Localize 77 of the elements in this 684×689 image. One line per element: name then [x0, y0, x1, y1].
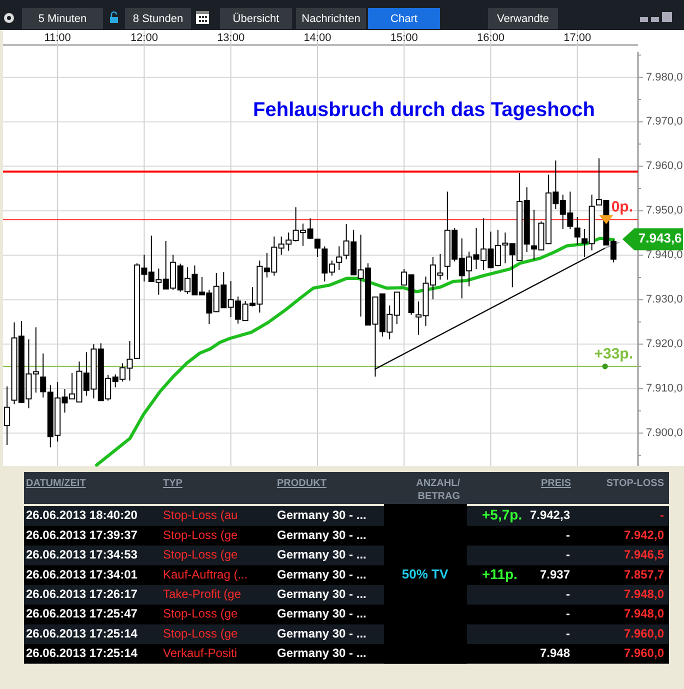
- text: 7.960,0: [624, 646, 664, 660]
- text: 7.948,0: [624, 606, 664, 621]
- x-tick-label: 13:00: [217, 32, 245, 44]
- text: Übersicht: [232, 12, 280, 25]
- y-tick-label: 7.960,0: [646, 160, 683, 172]
- text: Chart: [390, 13, 418, 25]
- ref-line-label: 0p.: [611, 198, 633, 216]
- text: 7.857,7: [624, 567, 664, 582]
- text: 8 Stunden: [132, 13, 184, 25]
- text: Fehlausbruch durch das Tageshoch: [253, 99, 595, 121]
- text: TYP: [163, 478, 183, 489]
- text: Germany 30 - ...: [277, 548, 366, 562]
- text: PRODUKT: [277, 478, 326, 489]
- text: Germany 30 - ...: [277, 567, 366, 582]
- y-tick-label: 7.970,0: [646, 116, 683, 128]
- category-label: Stop-Loss (ge: [163, 528, 238, 542]
- category-label: Stop-Loss (ge: [163, 548, 238, 562]
- category-label: 26.06.2013 17:39:37: [26, 528, 138, 542]
- category-label: 26.06.2013 17:26:17: [26, 586, 138, 601]
- x-tick-label: 12:00: [130, 32, 158, 44]
- text: STOP-LOSS: [606, 478, 664, 489]
- text: -: [566, 548, 570, 562]
- category-label: Take-Profit (ge: [163, 586, 242, 601]
- y-tick-label: 7.980,0: [646, 71, 683, 84]
- x-tick-label: 11:00: [44, 32, 71, 44]
- text: -: [566, 586, 570, 601]
- category-label: Stop-Loss (ge: [163, 606, 238, 621]
- text: -: [566, 528, 570, 542]
- text: Verwandte: [497, 13, 549, 25]
- x-tick-label: 14:00: [304, 32, 332, 44]
- category-label: Kauf-Auftrag (...: [163, 567, 248, 582]
- annotation: 7.943,6: [638, 230, 682, 246]
- text: 7.948: [540, 646, 570, 660]
- category-label: Stop-Loss (ge: [163, 626, 238, 640]
- text: 7.946,5: [624, 548, 664, 562]
- category-label: 26.06.2013 17:34:01: [26, 567, 138, 582]
- text: 7.942,3: [530, 508, 570, 522]
- x-tick-label: 15:00: [390, 32, 418, 44]
- text: Germany 30 - ...: [277, 606, 366, 621]
- text: Germany 30 - ...: [277, 646, 366, 660]
- text: +5,7p.: [482, 506, 522, 523]
- y-tick-label: 7.930,0: [646, 294, 683, 306]
- category-label: 26.06.2013 17:25:14: [26, 646, 138, 660]
- candlestick: [336, 246, 342, 270]
- x-tick-label: 16:00: [476, 32, 504, 44]
- text: -: [566, 626, 570, 640]
- text: Nachrichten: [302, 13, 360, 25]
- text: 7.942,0: [624, 528, 664, 542]
- text: 50% TV: [402, 566, 448, 582]
- category-label: 26.06.2013 17:25:47: [26, 606, 138, 621]
- category-label: 26.06.2013 17:25:14: [26, 626, 138, 640]
- y-tick-label: 7.920,0: [646, 338, 683, 350]
- text: 5 Minuten: [38, 13, 87, 25]
- y-tick-label: 7.900,0: [646, 427, 683, 439]
- text: Germany 30 - ...: [277, 508, 366, 522]
- y-tick-label: 7.950,0: [646, 204, 683, 217]
- text: Germany 30 - ...: [277, 626, 366, 640]
- y-tick-label: 7.940,0: [646, 249, 683, 262]
- text: Germany 30 - ...: [277, 586, 366, 601]
- text: DATUM/ZEIT: [26, 478, 86, 489]
- text: -: [660, 508, 664, 522]
- y-tick-label: 7.910,0: [646, 382, 683, 395]
- text: 7.960,0: [624, 626, 664, 640]
- text: Germany 30 - ...: [277, 528, 366, 542]
- x-tick-label: 17:00: [564, 32, 592, 44]
- candlestick: [574, 216, 580, 246]
- ref-line-label: +33p.: [594, 345, 633, 362]
- category-label: Verkauf-Positi: [163, 646, 238, 660]
- text: PREIS: [540, 478, 572, 489]
- text: -: [566, 606, 570, 621]
- text: +11p.: [482, 566, 518, 582]
- category-label: 26.06.2013 17:34:53: [26, 548, 138, 562]
- category-label: Stop-Loss (au: [163, 508, 238, 522]
- text: ANZAHL/ BETRAG: [416, 478, 460, 502]
- text: 7.948,0: [624, 586, 664, 601]
- text: 7.937: [540, 567, 570, 582]
- category-label: 26.06.2013 18:40:20: [26, 508, 138, 522]
